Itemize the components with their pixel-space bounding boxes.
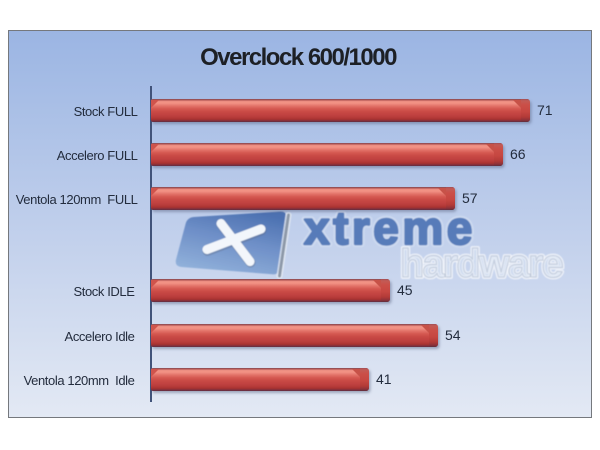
svg-text:hardware: hardware	[400, 242, 563, 286]
svg-text:hardware: hardware	[400, 242, 563, 286]
